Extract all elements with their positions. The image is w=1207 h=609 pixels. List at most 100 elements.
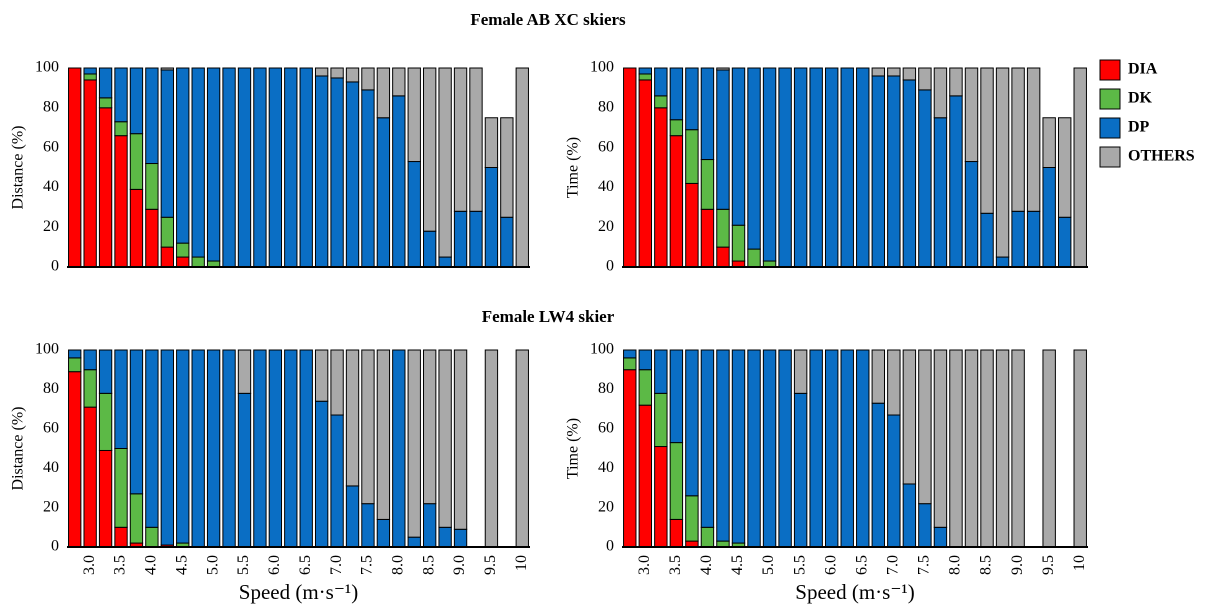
legend-label: DIA — [1128, 61, 1158, 78]
bar-segment — [638, 404, 653, 548]
bar-segment — [654, 392, 668, 448]
bar-segment — [1011, 67, 1025, 212]
bar-segment — [330, 349, 344, 416]
bar-segment — [376, 518, 391, 548]
x-axis-label: Speed (m·s⁻¹) — [795, 580, 914, 604]
bar-segment — [654, 107, 668, 268]
bar-segment — [623, 349, 637, 359]
x-tick-label: 9.0 — [451, 555, 468, 575]
bar-segment — [83, 349, 97, 371]
bar-segment — [129, 493, 144, 544]
x-tick-label: 4.0 — [698, 555, 715, 575]
bar-segment — [83, 369, 97, 408]
x-tick-label: 3.5 — [112, 555, 129, 575]
bar-segment — [980, 212, 994, 268]
bar-segment — [160, 216, 174, 248]
y-tick-label: 0 — [606, 258, 614, 275]
bar-segment — [222, 349, 236, 548]
bar-segment — [206, 67, 221, 262]
legend-label: OTHERS — [1128, 148, 1195, 165]
bar-segment — [902, 349, 917, 485]
y-tick-label: 80 — [43, 380, 59, 397]
legend-swatch — [1099, 146, 1121, 168]
x-tick-label: 5.5 — [235, 555, 252, 575]
x-tick-label: 10 — [1071, 555, 1088, 571]
bar-segment — [484, 167, 499, 268]
y-tick-label: 0 — [51, 258, 59, 275]
bar-segment — [129, 188, 144, 268]
y-axis-label: Time (%) — [565, 418, 582, 479]
bar-segment — [268, 67, 283, 268]
bar-segment — [392, 95, 406, 268]
bar-segment — [980, 349, 994, 548]
bar-segment — [933, 67, 948, 119]
bar-segment — [1073, 349, 1087, 548]
bar-segment — [716, 208, 730, 248]
bar-segment — [716, 349, 730, 542]
bar-segment — [469, 67, 483, 212]
bar-segment — [83, 73, 97, 81]
bar-segment — [284, 349, 298, 548]
x-tick-label: 5.5 — [791, 555, 808, 575]
y-tick-label: 100 — [35, 341, 59, 358]
bar-segment — [330, 77, 344, 268]
bar-segment — [314, 349, 329, 402]
bar-segment — [500, 117, 514, 218]
y-axis-label: Distance (%) — [10, 126, 27, 210]
bar-segment — [114, 448, 128, 528]
y-tick-label: 60 — [43, 419, 59, 436]
x-tick-label: 3.0 — [636, 555, 653, 575]
bar-segment — [407, 349, 421, 538]
bar-segment — [700, 67, 715, 161]
bar-segment — [980, 67, 994, 214]
bar-segment — [453, 528, 468, 548]
y-tick-label: 20 — [43, 498, 59, 515]
bar-segment — [638, 349, 653, 371]
bar-segment — [887, 414, 901, 548]
bar-segment — [423, 503, 437, 548]
bar-segment — [98, 67, 113, 99]
x-tick-label: 4.5 — [729, 555, 746, 575]
bar-segment — [237, 349, 252, 394]
bar-segment — [685, 182, 699, 268]
bar-segment — [824, 67, 839, 268]
bar-segment — [871, 67, 886, 77]
bar-segment — [716, 246, 730, 268]
bar-segment — [176, 349, 190, 544]
bar-segment — [871, 75, 886, 268]
bar-segment — [902, 79, 917, 268]
bar-segment — [206, 349, 221, 548]
bar-segment — [515, 349, 529, 548]
x-tick-label: 9.5 — [1040, 555, 1057, 575]
bar-segment — [654, 95, 668, 109]
bar-segment — [793, 349, 808, 394]
x-tick-label: 4.0 — [143, 555, 160, 575]
bar-segment — [484, 349, 499, 548]
bar-segment — [361, 67, 375, 91]
x-tick-label: 6.5 — [297, 555, 314, 575]
x-tick-label: 10 — [513, 555, 530, 571]
bar-segment — [160, 67, 174, 71]
bar-segment — [345, 349, 360, 487]
x-tick-label: 5.0 — [760, 555, 777, 575]
x-tick-label: 9.0 — [1009, 555, 1026, 575]
y-tick-label: 0 — [51, 538, 59, 555]
bar-segment — [98, 107, 113, 268]
bar-segment — [114, 526, 128, 548]
bar-segment — [623, 67, 637, 268]
bar-segment — [918, 503, 932, 548]
section-heading: Female AB XC skiers — [470, 10, 626, 29]
bar-segment — [793, 392, 808, 548]
bar-segment — [160, 349, 174, 546]
bar-segment — [933, 526, 948, 548]
bar-segment — [669, 349, 684, 444]
bar-segment — [453, 67, 468, 212]
bar-segment — [731, 224, 746, 262]
bar-segment — [68, 67, 82, 268]
bar-segment — [669, 518, 684, 548]
bar-segment — [809, 67, 823, 268]
legend-label: DP — [1128, 119, 1150, 136]
bar-segment — [453, 349, 468, 530]
bar-segment — [314, 67, 329, 77]
